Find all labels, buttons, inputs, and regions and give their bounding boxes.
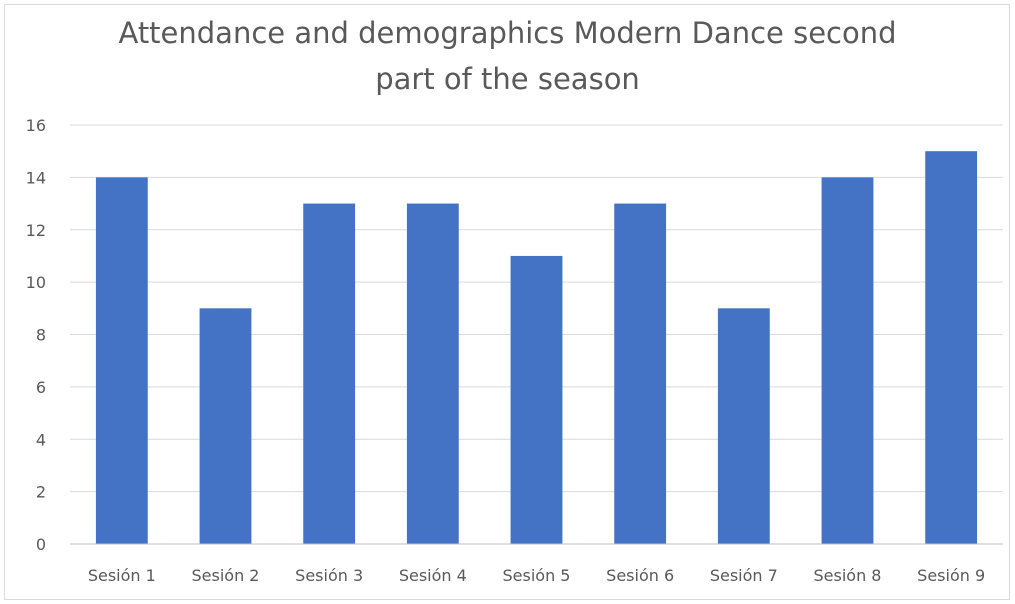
x-tick-label: Sesión 5 xyxy=(503,566,571,585)
y-tick-labels: 0 2 4 6 8 10 12 14 16 xyxy=(26,116,46,554)
y-tick-label: 8 xyxy=(36,326,46,345)
bar-3 xyxy=(303,203,356,544)
x-tick-label: Sesión 2 xyxy=(192,566,260,585)
x-tick-label: Sesión 6 xyxy=(606,566,674,585)
y-tick-label: 4 xyxy=(36,430,46,449)
chart-title-line-1: Attendance and demographics Modern Dance… xyxy=(118,16,897,50)
y-tick-label: 14 xyxy=(26,168,46,187)
y-tick-label: 16 xyxy=(26,116,46,135)
x-tick-label: Sesión 7 xyxy=(710,566,778,585)
bar-9 xyxy=(925,151,978,544)
x-tick-label: Sesión 1 xyxy=(88,566,156,585)
bar-7 xyxy=(717,308,770,544)
bar-2 xyxy=(199,308,252,544)
x-tick-label: Sesión 9 xyxy=(917,566,985,585)
bar-8 xyxy=(821,177,874,544)
chart-title-line-2: part of the season xyxy=(375,62,640,96)
bar-4 xyxy=(406,203,459,544)
y-tick-label: 12 xyxy=(26,221,46,240)
x-tick-label: Sesión 4 xyxy=(399,566,467,585)
y-tick-label: 6 xyxy=(36,378,46,397)
x-tick-label: Sesión 8 xyxy=(814,566,882,585)
y-tick-label: 2 xyxy=(36,483,46,502)
x-tick-label: Sesión 3 xyxy=(295,566,363,585)
chart-title: Attendance and demographics Modern Dance… xyxy=(0,10,1015,102)
y-tick-label: 10 xyxy=(26,273,46,292)
bar-5 xyxy=(510,255,563,544)
bars xyxy=(95,151,978,544)
x-tick-labels: Sesión 1 Sesión 2 Sesión 3 Sesión 4 Sesión 5… xyxy=(88,566,985,585)
y-tick-label: 0 xyxy=(36,535,46,554)
bar-6 xyxy=(614,203,667,544)
bar-1 xyxy=(95,177,148,544)
